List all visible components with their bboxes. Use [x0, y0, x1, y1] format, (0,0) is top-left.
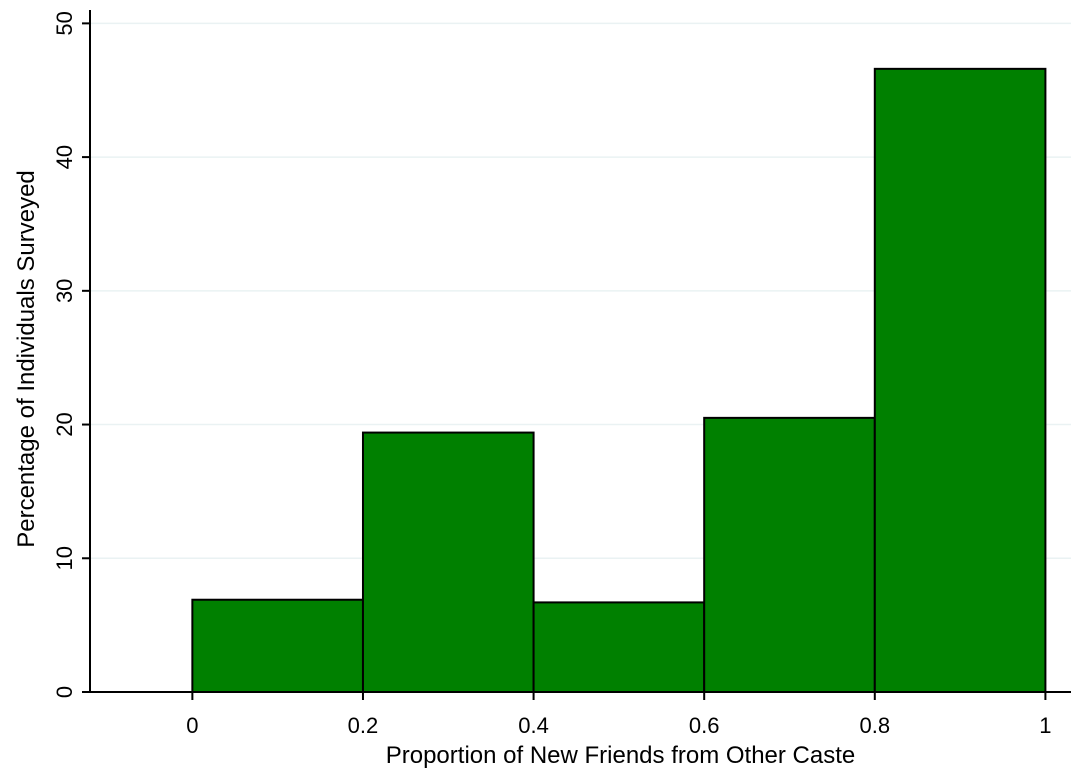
x-tick-label: 1 — [1039, 713, 1051, 738]
x-axis-title: Proportion of New Friends from Other Cas… — [386, 742, 856, 769]
x-ticks: 0 0.2 0.4 0.6 0.8 1 — [186, 692, 1052, 738]
axes — [89, 10, 1071, 693]
y-tick-label: 40 — [52, 145, 77, 169]
bars — [191, 67, 1047, 694]
y-tick-label: 30 — [52, 279, 77, 303]
y-tick-label: 50 — [52, 11, 77, 35]
x-tick-label: 0.4 — [518, 713, 549, 738]
x-tick-label: 0.6 — [689, 713, 720, 738]
y-ticks: 0 10 20 30 40 50 — [52, 11, 90, 698]
y-tick-label: 20 — [52, 412, 77, 436]
histogram-bar — [873, 67, 1047, 693]
histogram-bar — [532, 601, 706, 694]
histogram-bar — [361, 431, 535, 693]
x-tick-label: 0.2 — [348, 713, 379, 738]
histogram-bar — [703, 416, 876, 693]
histogram-bar — [191, 598, 364, 694]
x-tick-label: 0 — [186, 713, 198, 738]
y-tick-label: 0 — [52, 686, 77, 698]
x-tick-label: 0.8 — [860, 713, 891, 738]
y-tick-label: 10 — [52, 546, 77, 570]
y-axis-title: Percentage of Individuals Surveyed — [13, 170, 40, 548]
